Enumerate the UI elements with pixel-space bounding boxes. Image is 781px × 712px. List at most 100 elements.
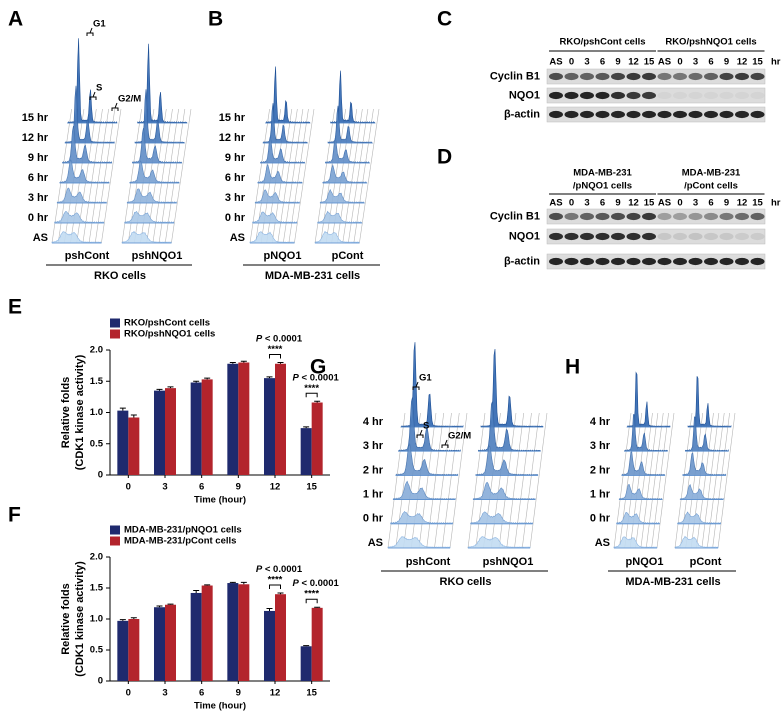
- bar: [165, 388, 176, 475]
- row-label: 2 hr: [590, 464, 611, 476]
- flow-histogram: [679, 483, 724, 500]
- bar: [190, 592, 202, 681]
- significance-stars: ****: [304, 589, 319, 600]
- bar: [190, 382, 202, 475]
- group-label: pshNQO1: [483, 556, 534, 568]
- flow-grid-line: [674, 412, 693, 549]
- group-label: /pNQO1 cells: [573, 181, 632, 192]
- lane-label: 3: [693, 57, 698, 68]
- flow-grid-line: [483, 412, 501, 549]
- row-label: 15 hr: [219, 112, 246, 124]
- flow-grid-line: [418, 412, 437, 549]
- x-tick-label: 6: [199, 482, 204, 493]
- row-label: AS: [33, 232, 48, 244]
- blot-band: [657, 212, 672, 221]
- lane-label: 6: [600, 198, 605, 209]
- lane-label: AS: [549, 198, 562, 209]
- flow-grid-line: [283, 108, 304, 244]
- blot-band: [750, 72, 765, 81]
- flow-histogram: [322, 163, 368, 184]
- blot-band: [704, 91, 718, 100]
- blot-band: [673, 72, 687, 81]
- blot-band: [564, 257, 579, 266]
- blot-band: [580, 91, 594, 100]
- cell-line-label: RKO cells: [440, 576, 492, 588]
- blot-band: [549, 110, 563, 119]
- error-bar: [167, 386, 174, 389]
- blot-band: [642, 91, 656, 100]
- x-tick-label: 3: [162, 482, 167, 493]
- legend-swatch: [110, 525, 120, 535]
- blot-band: [642, 257, 656, 266]
- blot-band: [719, 72, 734, 81]
- error-bar: [156, 388, 163, 391]
- flow-grid-line: [645, 412, 664, 549]
- group-label: pNQO1: [264, 250, 302, 262]
- error-bar: [193, 589, 200, 593]
- flow-histogram: [400, 342, 464, 428]
- flow-histogram: [618, 484, 663, 500]
- blot-band: [611, 212, 625, 221]
- x-tick-label: 9: [236, 688, 241, 699]
- protein-label: NQO1: [509, 230, 540, 242]
- flow-histogram: [621, 451, 666, 476]
- bar: [154, 390, 165, 475]
- y-tick-label: 1.5: [90, 376, 104, 387]
- flow-histogram: [475, 445, 539, 476]
- flow-grid-line: [506, 412, 525, 549]
- flow-histogram: [390, 511, 453, 525]
- blot-band: [611, 110, 625, 119]
- phase-label: G1: [419, 373, 432, 384]
- flow-histogram: [682, 452, 727, 476]
- flow-grid-line: [348, 108, 369, 244]
- y-axis-title: (CDK1 kinase activity): [74, 561, 86, 677]
- flow-histogram: [472, 481, 536, 500]
- flow-histogram: [249, 231, 295, 244]
- row-label: 15 hr: [22, 112, 49, 124]
- bar: [311, 607, 323, 681]
- lane-label: 9: [615, 57, 620, 68]
- y-tick-label: 0.5: [90, 645, 104, 656]
- x-tick-label: 12: [270, 482, 281, 493]
- row-label: 6 hr: [225, 172, 246, 184]
- row-label: 4 hr: [590, 416, 611, 428]
- lane-label: 0: [569, 198, 574, 209]
- flow-grid-line: [441, 412, 460, 549]
- flow-histogram: [470, 511, 533, 525]
- lane-label: 12: [737, 198, 748, 209]
- phase-label: S: [423, 421, 429, 432]
- lane-label: 0: [569, 57, 574, 68]
- blot-band: [549, 72, 563, 81]
- significance-stars: ****: [268, 574, 283, 585]
- row-label: AS: [595, 537, 610, 549]
- legend-swatch: [110, 536, 120, 546]
- bar: [264, 378, 275, 475]
- cell-line-label: MDA-MB-231 cells: [625, 576, 720, 588]
- bar: [311, 402, 323, 475]
- blot-band: [704, 72, 718, 81]
- p-rest: < 0.0001: [299, 372, 340, 383]
- significance-bracket: [269, 584, 281, 589]
- lane-label: 15: [752, 198, 763, 209]
- flow-histogram: [56, 187, 108, 204]
- blot-band: [657, 72, 672, 81]
- y-axis-title: (CDK1 kinase activity): [74, 354, 86, 470]
- lane-label: 3: [584, 57, 589, 68]
- blot-band: [595, 212, 610, 221]
- bar: [128, 619, 140, 681]
- blot-band: [688, 110, 703, 119]
- bar: [238, 362, 250, 475]
- blot-band: [688, 212, 703, 221]
- p-rest: < 0.0001: [299, 578, 340, 589]
- lane-label: 9: [724, 57, 729, 68]
- y-tick-label: 2.0: [90, 345, 103, 356]
- error-bar: [266, 376, 273, 379]
- blot-band: [735, 72, 749, 81]
- row-label: 6 hr: [28, 172, 49, 184]
- bar: [201, 585, 213, 681]
- phase-bracket: [416, 429, 424, 438]
- error-bar: [240, 360, 247, 363]
- phase-label: S: [96, 83, 102, 94]
- flow-grid-line: [656, 412, 675, 549]
- unit-label: hr: [771, 57, 781, 68]
